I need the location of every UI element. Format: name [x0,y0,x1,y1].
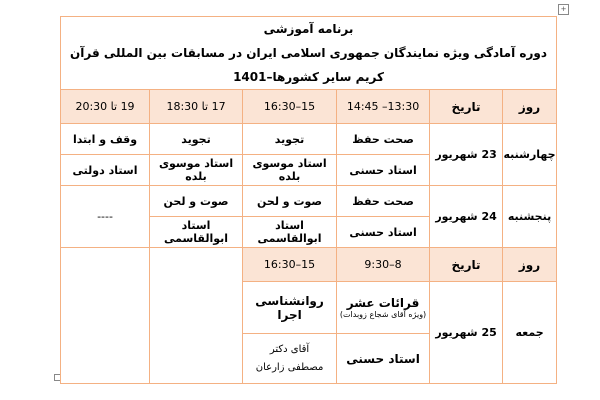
table-row: استاد حسنی استاد ابوالقاسمی استاد ابوالق… [61,216,557,248]
date-cell: 23 شهریور [429,123,504,186]
teacher-cell: استاد ابوالقاسمی [149,216,244,248]
title-cell: برنامه آموزشی دوره آمادگی ویژه نمایندگان… [59,16,558,90]
page-title: برنامه آموزشی [263,22,354,36]
empty-cell: ---- [59,185,151,248]
table-row: پنجشنبه 24 شهریور صحت حفظ صوت و لحن صوت … [59,185,558,248]
subject-cell: تجوید [149,123,244,155]
teacher-cell: استاد موسوی بلده [242,154,338,186]
header-time: 15–16:30 [242,89,338,124]
day-cell: چهارشنبه [502,123,558,186]
teacher-cell: استاد دولتی [59,154,151,186]
teacher-cell: استاد ابوالقاسمی [242,216,338,248]
subject-cell: صوت و لحن [242,185,338,217]
header-time: 13:30– 14:45 [336,89,431,124]
header-date: تاریخ [429,247,504,282]
table-row: چهارشنبه 23 شهریور صحت حفظ تجوید تجوید و… [59,123,558,186]
table-move-handle-icon[interactable]: + [558,4,569,15]
header-day: روز [502,247,558,282]
date-cell: 24 شهریور [429,185,504,248]
header-time: 8–9:30 [336,247,431,282]
header-date: تاریخ [429,89,504,124]
page-subtitle: دوره آمادگی ویژه نمایندگان جمهوری اسلامی… [70,46,548,84]
table-row: استاد حسنی استاد موسوی بلده استاد موسوی … [59,154,557,186]
day-cell: جمعه [502,281,558,384]
subject-cell: قرائات عشر (ویژه آقای شجاع زوبدات) [336,281,431,334]
subject-cell: صحت حفظ [336,123,431,155]
teacher-cell: استاد موسوی بلده [149,154,244,186]
table-row: استاد حسنی آقای دکتر مصطفی زارعان [61,333,557,384]
empty-cell [59,247,151,384]
schedule-document: برنامه آموزشی دوره آمادگی ویژه نمایندگان… [59,16,558,384]
teacher-cell: استاد حسنی [336,154,431,186]
subject-cell: تجوید [242,123,338,155]
date-cell: 25 شهریور [429,281,504,384]
header-time: 17 تا 18:30 [149,89,244,124]
subject-cell: صحت حفظ [336,185,431,217]
subject-cell: وقف و ابتدا [59,123,151,155]
header-time: 15–16:30 [242,247,338,282]
teacher-cell: استاد حسنی [336,333,431,384]
header-day: روز [502,89,558,124]
subject-note: (ویژه آقای شجاع زوبدات) [339,310,427,319]
empty-cell [149,247,244,384]
header-time: 19 تا 20:30 [59,89,151,124]
header-row: روز تاریخ 8–9:30 15–16:30 [59,247,558,384]
header-row: روز تاریخ 13:30– 14:45 15–16:30 17 تا 18… [59,89,558,124]
teacher-cell: استاد حسنی [336,216,431,248]
day-cell: پنجشنبه [502,185,558,248]
table-row: جمعه 25 شهریور قرائات عشر (ویژه آقای شجاع… [61,281,558,384]
subject-cell: صوت و لحن [149,185,244,217]
subject-name: قرائات عشر [346,296,420,310]
teacher-cell: آقای دکتر مصطفی زارعان [242,333,338,384]
schedule-table: برنامه آموزشی دوره آمادگی ویژه نمایندگان… [59,16,558,384]
subject-cell: روانشناسی اجرا [242,281,338,334]
